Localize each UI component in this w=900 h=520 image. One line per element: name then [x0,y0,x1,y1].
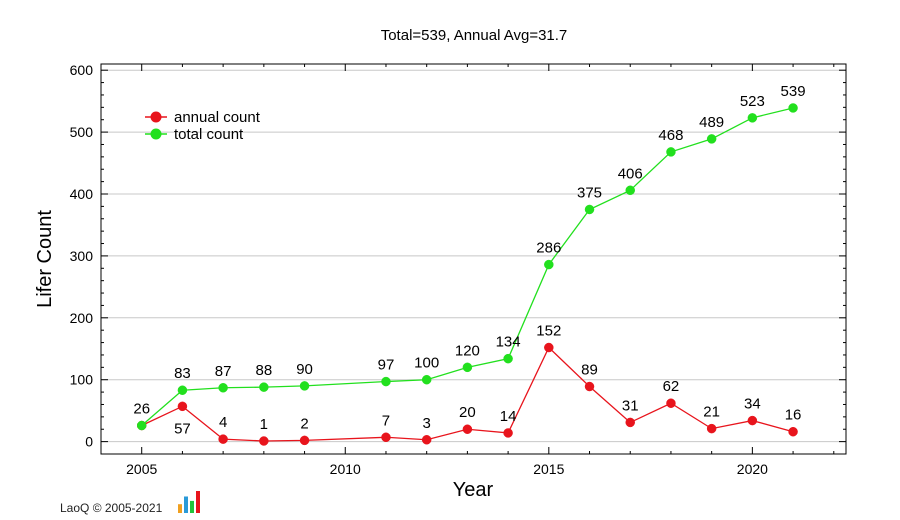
y-tick-label: 500 [70,124,94,140]
data-label: 89 [581,362,598,379]
y-tick-label: 0 [85,434,93,450]
data-point [462,424,473,434]
plot-frame [100,63,847,455]
legend-annual-label: annual count [174,109,261,126]
x-tick-label: 2010 [330,461,361,477]
data-label: 31 [622,397,639,414]
data-label: 21 [703,404,720,421]
data-point [625,417,635,428]
data-point [584,204,595,215]
x-tick-label: 2005 [126,461,157,477]
data-label: 90 [296,361,313,378]
data-label: 523 [740,93,765,110]
data-point [381,376,391,387]
data-point [503,353,513,364]
data-point [136,420,147,431]
axis-ticks: 0 100 200 300 400 500 600 2005 2010 2015 2020 [70,62,846,477]
legend-total-marker [150,128,162,140]
bar-chart-logo-icon [178,491,200,513]
legend-total-label: total count [174,126,244,143]
data-point [666,147,676,157]
data-label: 26 [133,401,150,418]
data-label: 468 [658,127,683,144]
data-point [544,342,554,353]
data-point [259,382,269,392]
data-point [706,134,717,144]
data-label: 83 [174,365,191,382]
data-label: 3 [423,415,431,432]
data-point [177,385,188,395]
y-axis-title: Lifer Count [34,210,56,308]
series-line-0 [141,346,794,442]
data-label: 4 [219,414,227,431]
data-point [584,381,595,392]
data-point [421,374,432,385]
data-label: 489 [699,114,724,131]
series [136,103,798,446]
data-point [381,432,391,443]
data-point [462,362,473,373]
legend-annual-marker [150,111,162,123]
data-point [177,401,188,412]
data-point [218,383,228,393]
logo-bar [196,491,200,513]
data-point [421,435,432,445]
logo-bar [178,504,182,513]
data-labels: 26 57 4 1 2 7 3 20 14 152 89 31 62 21 34 16 83 87 88 90 97 10… [133,83,805,437]
data-label: 2 [300,415,308,432]
data-point [544,259,554,270]
data-label: 134 [496,334,521,351]
data-label: 16 [785,407,802,424]
data-label: 406 [618,165,643,182]
data-label: 20 [459,404,476,421]
data-label: 97 [378,357,395,374]
data-label: 88 [255,362,272,379]
data-label: 87 [215,363,232,380]
data-label: 7 [382,412,390,429]
data-point [747,113,758,123]
data-label: 100 [414,355,439,372]
data-point [788,426,798,437]
data-point [747,415,758,426]
y-tick-label: 200 [70,310,94,326]
y-tick-label: 400 [70,186,94,202]
y-tick-label: 600 [70,62,94,78]
logo-bar [190,500,194,513]
x-tick-label: 2020 [737,461,768,477]
gridlines [101,69,846,443]
x-tick-label: 2015 [533,461,564,477]
data-label: 14 [500,408,517,425]
data-label: 539 [781,83,806,100]
legend: annual count total count [145,109,261,143]
data-label: 34 [744,396,761,413]
data-point [218,434,228,444]
footer-copyright: LaoQ © 2005-2021 [60,501,163,515]
data-point [299,435,310,446]
data-label: 375 [577,184,602,201]
data-point [706,423,717,434]
chart-title: Total=539, Annual Avg=31.7 [381,27,568,44]
y-tick-label: 100 [70,372,94,388]
data-point [788,103,798,113]
data-point [259,436,269,446]
data-point [503,428,513,438]
data-point [299,381,310,391]
logo-bar [184,496,188,513]
data-label: 286 [536,240,561,257]
x-axis-title: Year [453,479,494,501]
footer: LaoQ © 2005-2021 [60,491,200,515]
series-line-1 [141,107,794,427]
data-point [666,398,676,408]
data-label: 1 [260,416,268,433]
data-label: 62 [663,378,680,395]
data-label: 120 [455,342,480,359]
data-label: 152 [536,323,561,340]
data-label: 57 [174,420,191,437]
y-tick-label: 300 [70,248,94,264]
data-point [625,185,635,196]
